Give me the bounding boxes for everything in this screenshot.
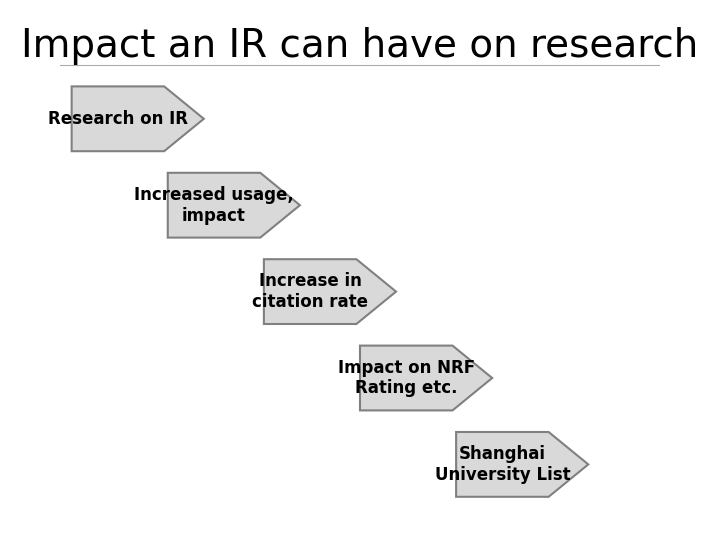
Text: Research on IR: Research on IR (48, 110, 188, 128)
Polygon shape (168, 173, 300, 238)
Polygon shape (456, 432, 588, 497)
Polygon shape (264, 259, 396, 324)
Text: Impact on NRF
Rating etc.: Impact on NRF Rating etc. (338, 359, 474, 397)
Text: Impact an IR can have on research: Impact an IR can have on research (22, 27, 698, 65)
Text: Shanghai
University List: Shanghai University List (435, 445, 570, 484)
Polygon shape (360, 346, 492, 410)
Polygon shape (72, 86, 204, 151)
Text: Increased usage,
impact: Increased usage, impact (134, 186, 294, 225)
Text: Increase in
citation rate: Increase in citation rate (252, 272, 368, 311)
